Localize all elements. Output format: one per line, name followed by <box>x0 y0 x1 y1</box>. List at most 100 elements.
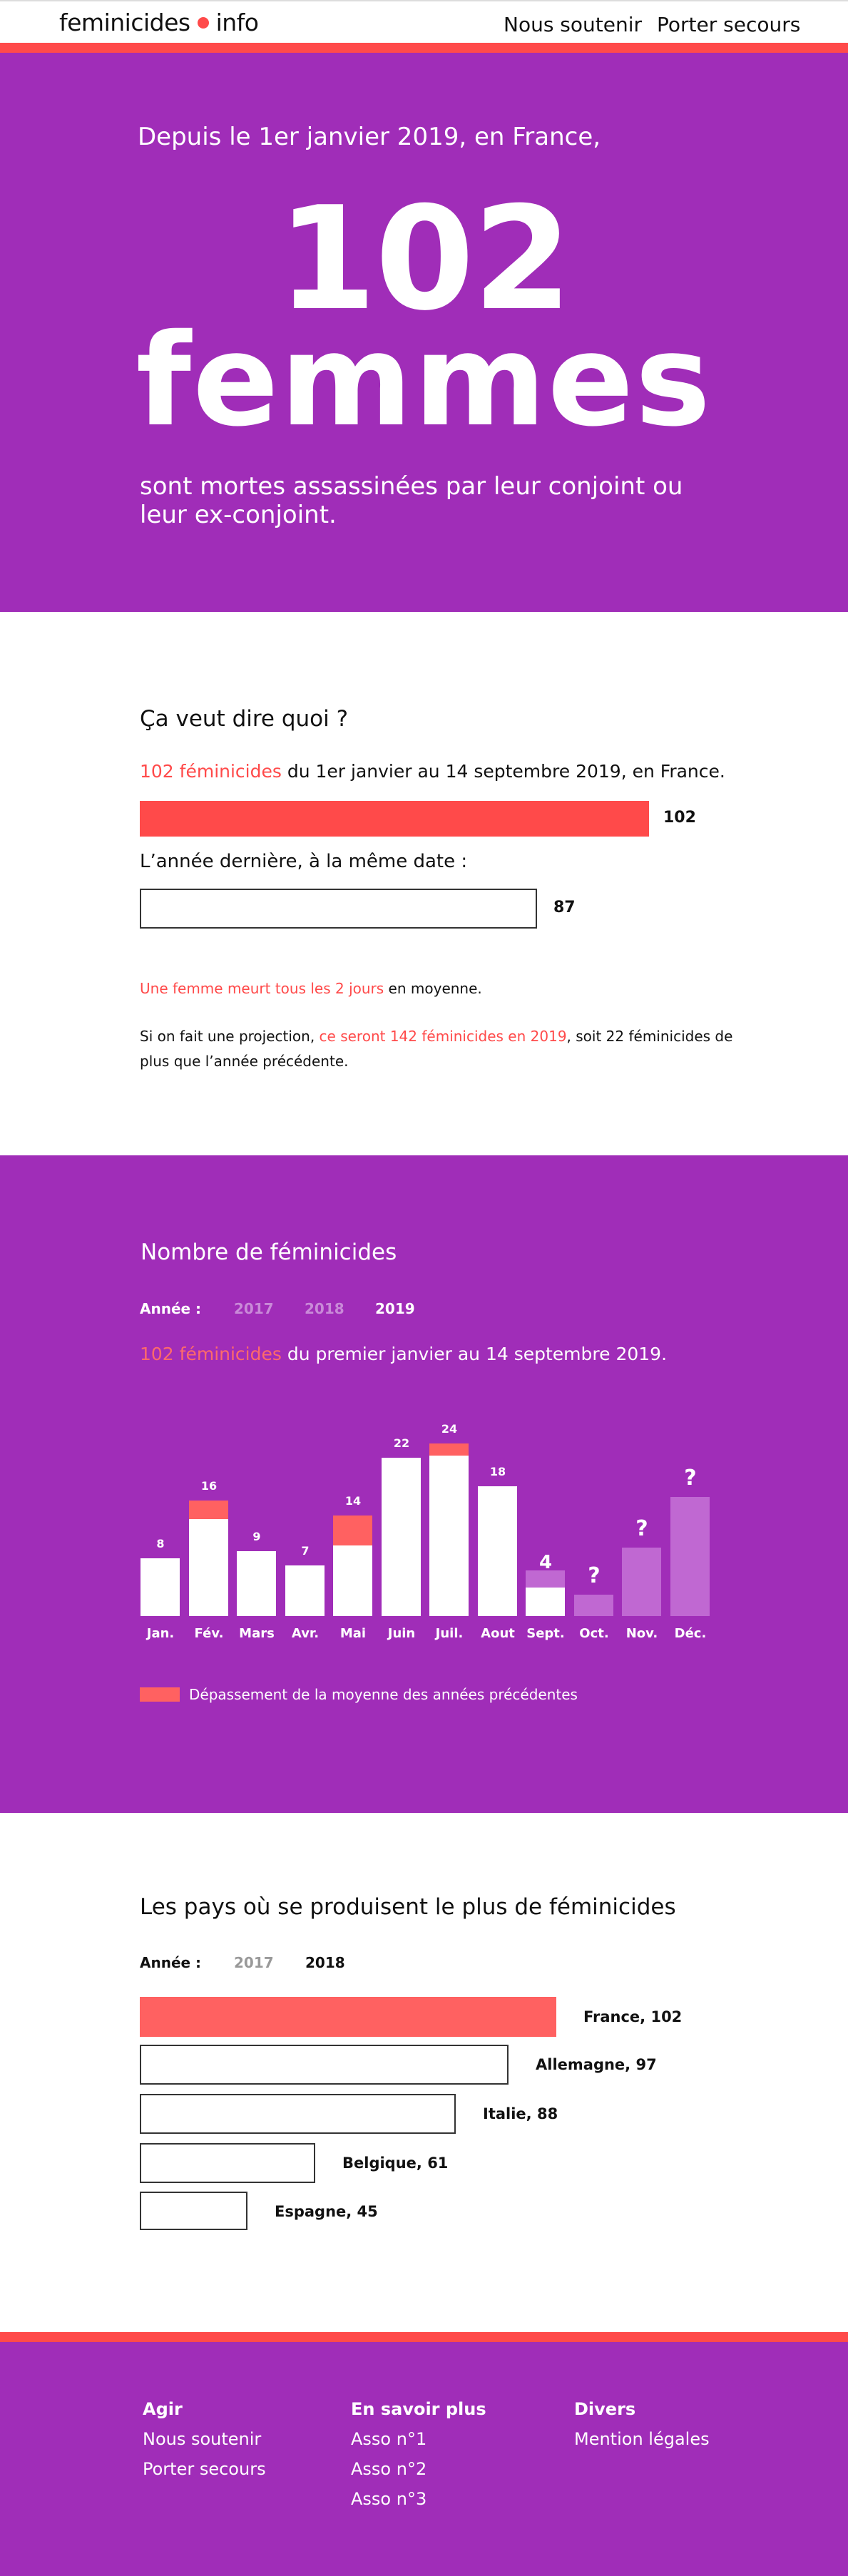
month-value-label-6: 24 <box>441 1421 458 1436</box>
header-accent-line <box>0 43 848 53</box>
month-axis-label-3: Avr. <box>291 1626 320 1641</box>
comparison-current-highlight: 102 féminicides <box>140 761 282 782</box>
footer-col1-title: Agir <box>143 2399 183 2419</box>
month-value-label-7: 18 <box>489 1465 506 1479</box>
month-value-label-5: 22 <box>393 1436 410 1450</box>
logo-dot-icon <box>197 16 209 29</box>
logo-text-right: info <box>215 9 259 36</box>
month-axis-label-5: Juin <box>387 1626 416 1641</box>
hero-unit: femmes <box>136 307 712 454</box>
month-value-label-3: 7 <box>301 1544 310 1558</box>
note-frequency-rest: en moyenne. <box>384 980 482 997</box>
logo-text-left: feminicides <box>59 9 190 36</box>
footer-link-nous-soutenir[interactable]: Nous soutenir <box>143 2429 262 2449</box>
countries-bar-chart: France, 102 Allemagne, 97 Italie, 88 Belgiq… <box>0 1813 848 2332</box>
footer-col3-title: Divers <box>574 2399 636 2419</box>
country-bar-2 <box>140 2094 456 2134</box>
footer-link-asso-3[interactable]: Asso n°3 <box>351 2489 427 2509</box>
month-bar-7 <box>478 1486 517 1616</box>
monthly-title: Nombre de féminicides <box>141 1240 397 1265</box>
month-axis-label-6: Juil. <box>435 1626 464 1641</box>
month-axis-label-9: Oct. <box>579 1626 609 1641</box>
month-value-label-2: 9 <box>252 1530 261 1544</box>
monthly-bar-chart: 8 Jan. 16 Fév. 9 Mars 7 Avr. 14 Mai 22 Juin 24 Juil. 1… <box>0 1155 848 1813</box>
nav-porter-secours[interactable]: Porter secours <box>657 13 801 36</box>
month-over-average-4 <box>333 1515 372 1545</box>
country-bar-0 <box>140 1997 556 2037</box>
site-footer: Agir Nous soutenir Porter secours En sav… <box>0 2342 848 2576</box>
month-bar-6 <box>429 1455 469 1616</box>
footer-link-porter-secours[interactable]: Porter secours <box>143 2459 266 2479</box>
monthly-year-label: Année : <box>140 1300 202 1317</box>
month-bar-0 <box>141 1558 180 1616</box>
month-value-label-4: 14 <box>344 1493 362 1508</box>
month-bar-1 <box>189 1518 228 1616</box>
comparison-current-line: 102 féminicides du 1er janvier au 14 sep… <box>140 761 725 782</box>
month-unknown-bar-10 <box>622 1548 661 1616</box>
monthly-subtitle: 102 féminicides du premier janvier au 14… <box>140 1344 667 1364</box>
countries-year-2018[interactable]: 2018 <box>305 1954 345 1971</box>
month-value-label-11: ? <box>684 1466 697 1491</box>
note-projection-part1: Si on fait une projection, <box>140 1028 320 1045</box>
country-label-3: Belgique, 61 <box>342 2155 449 2172</box>
footer-link-asso-1[interactable]: Asso n°1 <box>351 2429 427 2449</box>
legend-swatch-over-average <box>140 1687 180 1702</box>
note-projection-part2: , soit 22 féminicides de <box>566 1028 733 1045</box>
monthly-section: Nombre de féminicides Année : 2017 2018 … <box>0 1155 848 1813</box>
current-year-value: 102 <box>663 809 696 827</box>
month-unknown-bar-9 <box>574 1594 613 1616</box>
footer-accent-line <box>0 2332 848 2342</box>
countries-title: Les pays où se produisent le plus de fém… <box>140 1894 676 1920</box>
countries-year-label: Année : <box>140 1954 202 1971</box>
month-value-label-0: 8 <box>156 1537 165 1551</box>
countries-year-2017[interactable]: 2017 <box>234 1954 274 1971</box>
month-bar-4 <box>333 1545 372 1616</box>
country-label-2: Italie, 88 <box>483 2105 558 2122</box>
month-value-label-8: 4 <box>538 1551 553 1573</box>
current-year-bar <box>140 801 649 837</box>
month-over-average-1 <box>189 1501 228 1519</box>
site-logo[interactable]: feminicides info <box>59 9 259 36</box>
month-axis-label-0: Jan. <box>146 1626 175 1641</box>
site-header: feminicides info Nous soutenir Porter se… <box>0 0 848 43</box>
month-bar-3 <box>285 1565 325 1616</box>
last-year-value: 87 <box>553 899 576 916</box>
footer-link-asso-2[interactable]: Asso n°2 <box>351 2459 427 2479</box>
monthly-subtitle-highlight: 102 féminicides <box>140 1344 282 1364</box>
monthly-year-2017[interactable]: 2017 <box>234 1300 274 1317</box>
comparison-section: Ça veut dire quoi ? 102 féminicides du 1… <box>0 612 848 1155</box>
month-unknown-bar-11 <box>670 1497 710 1616</box>
month-axis-label-10: Nov. <box>625 1626 658 1641</box>
month-axis-label-4: Mai <box>339 1626 367 1641</box>
hero-section: Depuis le 1er janvier 2019, en France, 1… <box>0 53 848 612</box>
month-value-label-9: ? <box>588 1563 601 1588</box>
hero-outro-line1: sont mortes assassinées par leur conjoin… <box>140 472 683 501</box>
comparison-title: Ça veut dire quoi ? <box>140 706 349 732</box>
footer-col2-title: En savoir plus <box>351 2399 486 2419</box>
legend-label-over-average: Dépassement de la moyenne des années pré… <box>189 1686 578 1703</box>
month-value-label-1: 16 <box>200 1479 218 1493</box>
note-projection-line2: plus que l’année précédente. <box>140 1053 349 1070</box>
country-bar-1 <box>140 2045 509 2085</box>
country-bar-4 <box>140 2192 247 2230</box>
month-over-average-6 <box>429 1443 469 1456</box>
month-value-label-10: ? <box>635 1516 648 1542</box>
hero-outro-line2: leur ex-conjoint. <box>140 501 337 529</box>
countries-section: Les pays où se produisent le plus de fém… <box>0 1813 848 2332</box>
nav-nous-soutenir[interactable]: Nous soutenir <box>504 13 643 36</box>
country-label-4: Espagne, 45 <box>275 2203 378 2220</box>
last-year-bar <box>140 889 537 929</box>
last-year-label: L’année dernière, à la même date : <box>140 851 468 872</box>
monthly-subtitle-rest: du premier janvier au 14 septembre 2019. <box>281 1344 668 1364</box>
footer-link-mention-legales[interactable]: Mention légales <box>574 2429 710 2449</box>
month-projection-bar-8 <box>526 1570 565 1588</box>
month-bar-8 <box>526 1587 565 1616</box>
monthly-year-2019[interactable]: 2019 <box>375 1300 415 1317</box>
month-axis-label-8: Sept. <box>526 1626 565 1641</box>
month-axis-label-2: Mars <box>239 1626 275 1641</box>
note-projection: Si on fait une projection, ce seront 142… <box>140 1024 739 1074</box>
month-axis-label-7: Aout <box>481 1626 515 1641</box>
monthly-year-2018[interactable]: 2018 <box>305 1300 344 1317</box>
comparison-current-rest: du 1er janvier au 14 septembre 2019, en … <box>281 761 725 782</box>
month-bar-2 <box>237 1551 276 1616</box>
